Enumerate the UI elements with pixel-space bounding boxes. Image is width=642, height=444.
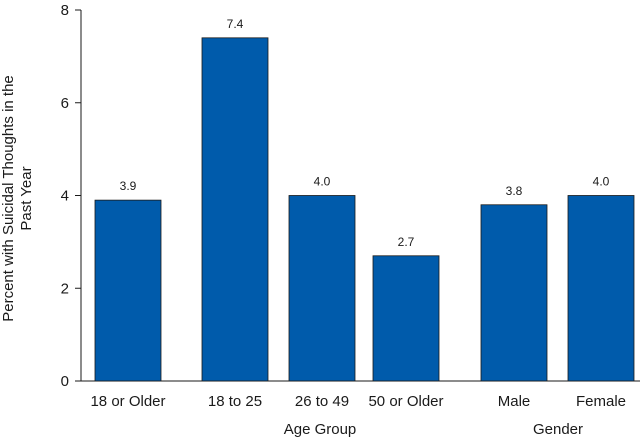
y-tick-label: 6 [61, 95, 69, 112]
bar-value-label: 3.8 [506, 184, 523, 198]
group-labels: Age Group Gender [284, 421, 583, 438]
y-tick-label: 2 [61, 280, 69, 297]
y-tick-label: 8 [61, 2, 69, 19]
axes [80, 10, 640, 382]
x-tick-label: 18 to 25 [208, 393, 262, 410]
y-axis-label-line: Past Year [18, 166, 35, 230]
x-tick-label: 50 or Older [368, 393, 443, 410]
bar [288, 195, 356, 382]
bar-value-label: 2.7 [398, 235, 415, 249]
y-axis-label: Percent with Suicidal Thoughts in the Pas… [0, 75, 35, 322]
y-tick-label: 0 [61, 373, 69, 390]
x-tick-label: Male [498, 393, 531, 410]
bar-value-label: 3.9 [120, 179, 137, 193]
y-axis-ticks: 0 2 4 6 8 [61, 2, 81, 390]
y-tick-label: 4 [61, 188, 69, 205]
x-tick-label: 26 to 49 [295, 393, 349, 410]
bars [94, 37, 635, 382]
y-axis-label-line: Percent with Suicidal Thoughts in the [0, 75, 17, 322]
bar-value-label: 4.0 [314, 175, 331, 189]
bar [567, 195, 635, 382]
value-labels: 3.9 7.4 4.0 2.7 3.8 4.0 [120, 17, 610, 249]
x-tick-label: 18 or Older [90, 393, 165, 410]
bar [372, 255, 440, 382]
bar-value-label: 7.4 [227, 17, 244, 31]
category-labels: 18 or Older 18 to 25 26 to 49 50 or Older Ma… [90, 393, 626, 410]
group-label: Gender [533, 421, 583, 438]
x-tick-label: Female [576, 393, 626, 410]
bar-value-label: 4.0 [593, 175, 610, 189]
bar [94, 199, 162, 382]
bar [201, 37, 269, 382]
bar [480, 204, 548, 382]
group-label: Age Group [284, 421, 357, 438]
